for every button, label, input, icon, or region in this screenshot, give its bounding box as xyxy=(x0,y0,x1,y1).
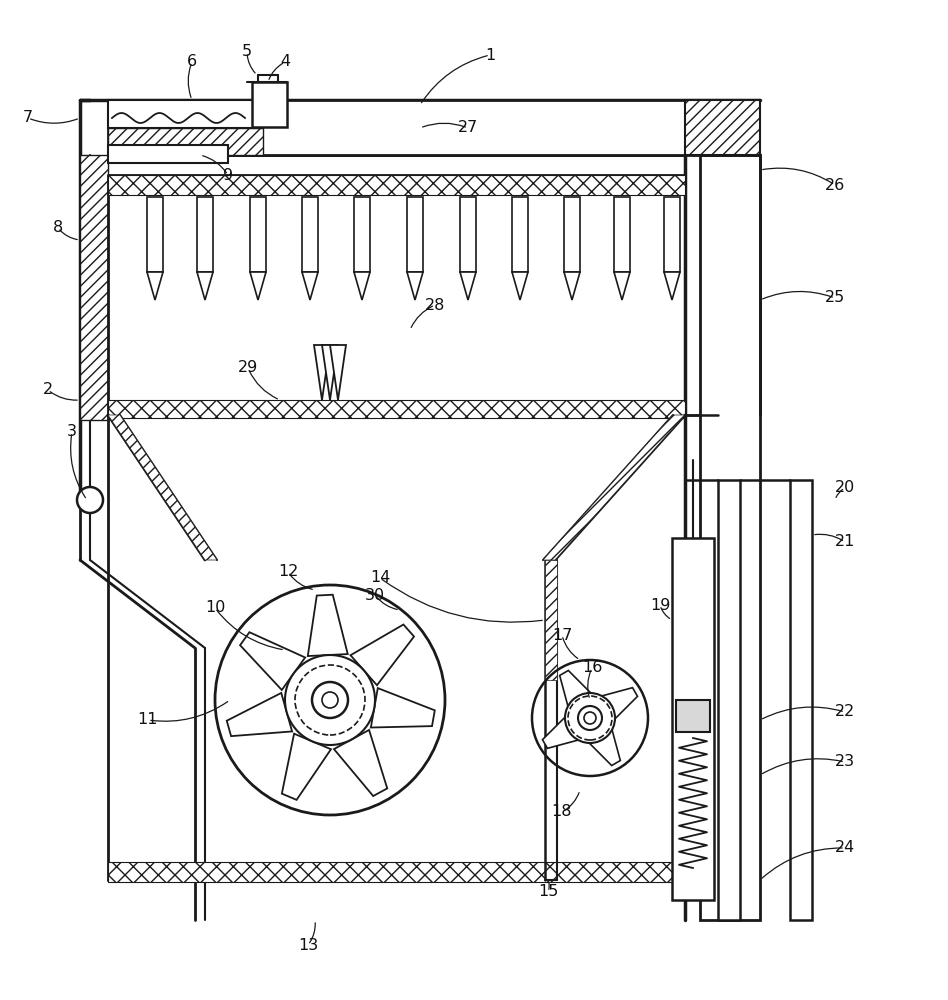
Polygon shape xyxy=(108,175,685,195)
Polygon shape xyxy=(664,197,680,272)
Polygon shape xyxy=(664,272,680,300)
Text: 2: 2 xyxy=(43,382,53,397)
Text: 28: 28 xyxy=(425,298,446,312)
Circle shape xyxy=(322,692,338,708)
Polygon shape xyxy=(147,197,163,272)
Polygon shape xyxy=(108,415,217,560)
Circle shape xyxy=(312,682,348,718)
Polygon shape xyxy=(308,595,348,656)
Polygon shape xyxy=(250,197,266,272)
Polygon shape xyxy=(685,100,760,155)
Text: 29: 29 xyxy=(238,360,258,375)
Bar xyxy=(108,100,263,128)
Circle shape xyxy=(584,712,596,724)
Polygon shape xyxy=(227,693,292,736)
Polygon shape xyxy=(542,718,577,748)
Polygon shape xyxy=(543,415,685,560)
Polygon shape xyxy=(322,345,338,400)
Text: 10: 10 xyxy=(205,600,226,615)
Text: 17: 17 xyxy=(552,628,573,643)
Bar xyxy=(108,145,228,163)
Polygon shape xyxy=(545,560,557,680)
Bar xyxy=(718,480,740,920)
Polygon shape xyxy=(512,197,528,272)
Bar xyxy=(108,100,685,155)
Polygon shape xyxy=(371,688,435,728)
Text: 11: 11 xyxy=(137,712,158,728)
Text: 8: 8 xyxy=(53,221,64,235)
Polygon shape xyxy=(564,272,580,300)
Polygon shape xyxy=(564,197,580,272)
Text: 23: 23 xyxy=(835,754,855,770)
Bar xyxy=(676,700,710,732)
Text: 14: 14 xyxy=(370,570,391,585)
Polygon shape xyxy=(108,128,263,155)
Polygon shape xyxy=(614,197,630,272)
Text: 5: 5 xyxy=(242,44,252,60)
Polygon shape xyxy=(614,272,630,300)
Polygon shape xyxy=(590,731,620,766)
Polygon shape xyxy=(147,272,163,300)
Text: 7: 7 xyxy=(23,110,33,125)
Polygon shape xyxy=(108,400,685,418)
Bar xyxy=(252,82,287,127)
Polygon shape xyxy=(512,272,528,300)
Polygon shape xyxy=(334,730,387,796)
Text: 1: 1 xyxy=(484,47,495,62)
Text: 19: 19 xyxy=(649,597,670,612)
Text: 18: 18 xyxy=(552,804,573,820)
Text: 12: 12 xyxy=(278,564,299,580)
Circle shape xyxy=(285,655,375,745)
Polygon shape xyxy=(197,197,213,272)
Bar xyxy=(790,480,812,920)
Polygon shape xyxy=(302,197,318,272)
Bar xyxy=(700,155,760,920)
Polygon shape xyxy=(354,272,370,300)
Polygon shape xyxy=(197,272,213,300)
Polygon shape xyxy=(250,272,266,300)
Polygon shape xyxy=(240,632,305,690)
Polygon shape xyxy=(314,345,330,400)
Polygon shape xyxy=(603,688,638,718)
Polygon shape xyxy=(354,197,370,272)
Text: 16: 16 xyxy=(582,660,602,676)
Text: 21: 21 xyxy=(835,534,855,550)
Text: 9: 9 xyxy=(223,167,233,182)
Polygon shape xyxy=(351,625,414,685)
Circle shape xyxy=(568,696,612,740)
Polygon shape xyxy=(108,862,685,882)
Text: 4: 4 xyxy=(280,54,290,70)
Text: 26: 26 xyxy=(825,178,845,192)
Polygon shape xyxy=(407,272,423,300)
Circle shape xyxy=(77,487,103,513)
Text: 27: 27 xyxy=(458,120,478,135)
Text: 3: 3 xyxy=(67,424,77,440)
Text: 6: 6 xyxy=(187,54,197,70)
Polygon shape xyxy=(407,197,423,272)
Polygon shape xyxy=(282,734,331,800)
Polygon shape xyxy=(559,670,591,705)
Text: 15: 15 xyxy=(538,884,558,900)
Text: 24: 24 xyxy=(835,840,855,856)
Text: 20: 20 xyxy=(835,481,855,495)
Circle shape xyxy=(295,665,365,735)
Polygon shape xyxy=(330,345,346,400)
Circle shape xyxy=(578,706,602,730)
Text: 22: 22 xyxy=(835,704,855,720)
Text: 25: 25 xyxy=(825,290,845,306)
Circle shape xyxy=(565,693,615,743)
Bar xyxy=(672,538,714,900)
Polygon shape xyxy=(460,197,476,272)
Polygon shape xyxy=(460,272,476,300)
Polygon shape xyxy=(302,272,318,300)
Text: 13: 13 xyxy=(298,938,319,952)
Polygon shape xyxy=(80,155,108,420)
Text: 30: 30 xyxy=(365,587,385,602)
